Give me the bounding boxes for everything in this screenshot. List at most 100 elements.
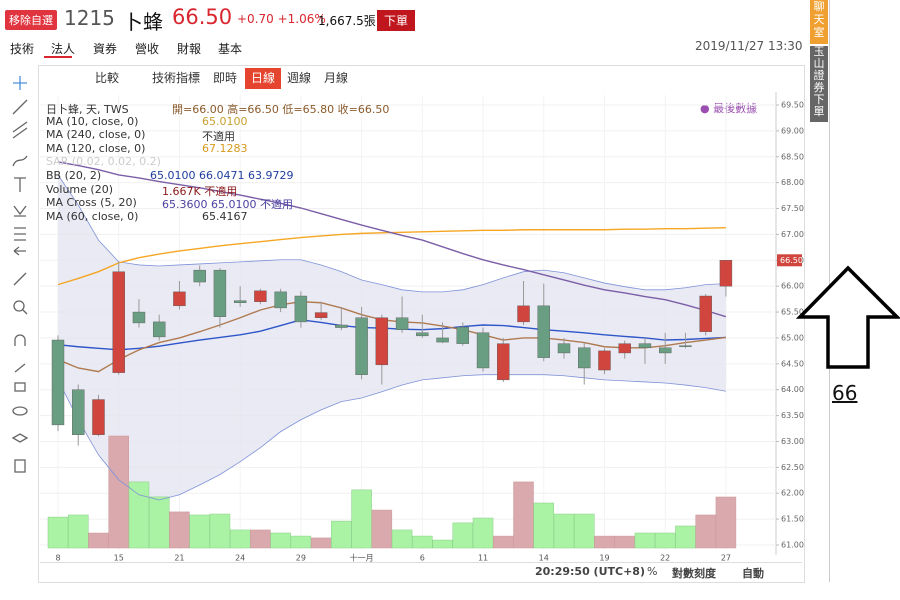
left-tools [11,76,29,473]
toolbar-button[interactable]: 日線 [245,68,282,89]
x-tick-label: 15 [114,554,124,563]
candle-body [476,332,490,369]
x-tick-label: 29 [296,554,306,563]
volume-bar [189,514,210,549]
log-toggle[interactable]: 對數刻度 [672,567,716,580]
candle-body [173,291,186,307]
y-tick-label: 61.00 [781,541,804,550]
last-price-label: 66.50 [780,256,803,265]
legend-value: 開=66.00 高=66.50 低=65.80 收=66.50 [172,103,390,116]
volume-bar [553,513,575,549]
broker-button[interactable]: 玉山證券下單 [810,46,828,122]
y-tick-label: 65.50 [781,308,804,317]
overlay-line [57,374,726,501]
volume-bar [634,532,656,549]
candle-body [294,295,308,323]
candle-body [92,399,105,435]
order-button[interactable]: 下單 [377,10,416,31]
volume-bar [67,514,89,549]
volume-bar [128,481,150,549]
x-tick-label: 11 [478,554,488,563]
y-tick-label: 61.50 [781,515,804,524]
overlay-line [57,161,727,318]
tab[interactable]: 財報 [177,42,202,56]
candle-body [213,269,227,317]
toolbar-button[interactable]: 月線 [324,71,349,85]
y-tick-label: 68.50 [781,152,804,161]
auto-toggle[interactable]: 自動 [742,567,764,580]
candle-body [132,311,146,324]
candle-body [679,345,692,347]
candle-body [355,317,368,375]
legend-label: MA (10, close, 0) [46,114,139,128]
y-tick-label: 65.00 [781,333,804,342]
chat-button[interactable]: 聊天室 [810,0,828,44]
y-tick-label: 67.50 [781,204,804,213]
volume: 1,667.5張 [318,14,376,28]
up-arrow [795,265,900,369]
volume-bar [290,535,312,549]
y-tick-label: 64.50 [781,359,804,368]
candle-body [51,339,65,426]
toolbar-button[interactable]: 週線 [287,71,312,85]
tab[interactable]: 資券 [93,42,118,56]
volume-bar [675,525,696,549]
tab[interactable]: 法人 [51,42,76,56]
tab[interactable]: 技術 [10,42,35,56]
candle-body [254,290,267,302]
candle-body [375,317,389,366]
overlay-line [57,319,726,351]
candle-body [233,300,247,303]
price: 66.50 [172,5,233,29]
candle-body [436,337,449,343]
y-tick-label: 62.00 [781,489,804,498]
volume-bar [452,522,474,549]
candle-body [517,305,530,323]
candle-body [456,326,469,344]
toolbar-button[interactable]: 技術指標 [152,71,201,85]
y-tick-label: 69.00 [781,126,804,135]
volume-bar [270,532,291,549]
y-tick-label: 69.50 [781,101,804,110]
y-tick-label: 64.00 [781,385,804,394]
last-data-label: ● 最後數據 [700,101,757,115]
volume-bar [391,529,413,549]
volume-bar [654,532,676,549]
legend-label: MA (240, close, 0) [46,128,146,142]
legend-label: MA Cross (5, 20) [46,196,137,210]
overlay-line [57,301,727,373]
volume-bar [229,529,251,549]
legend-label: 日卜蜂, 天, TWS [46,103,129,116]
volume-bar [88,532,109,549]
candle-body [416,332,429,337]
candle-body [72,389,85,435]
legend-value: 65.0100 [202,114,248,128]
candle-body [193,269,206,283]
volume-bar [533,502,555,549]
percent-toggle[interactable]: % [647,565,658,578]
volume-bar [594,535,615,549]
x-tick-label: 22 [660,554,670,563]
candle-body [537,305,550,358]
y-tick-label: 63.00 [781,437,804,446]
tab[interactable]: 基本 [218,42,243,56]
volume-bar [573,513,595,549]
x-tick-label: 8 [55,554,60,563]
bb-band [58,174,726,500]
volume-bar [148,496,170,549]
remove-button[interactable]: 移除自選 [5,10,57,30]
candle-body [112,271,125,373]
legend-label: Volume (20) [46,182,113,196]
volume-bar [209,513,231,549]
tab[interactable]: 營收 [135,42,160,56]
toolbar-button[interactable]: 即時 [213,71,238,85]
stock-code: 1215 [64,6,115,30]
candle-body [557,343,571,354]
y-tick-label: 66.00 [781,282,804,291]
toolbar-button[interactable]: 比較 [95,71,120,85]
legend-value: 65.3600 65.0100 不適用 [162,198,293,212]
y-tick-label: 68.00 [781,178,804,187]
status-time: 20:29:50 (UTC+8) [535,565,645,578]
candle-body [335,324,348,328]
legend-value: 65.4167 [202,209,248,223]
